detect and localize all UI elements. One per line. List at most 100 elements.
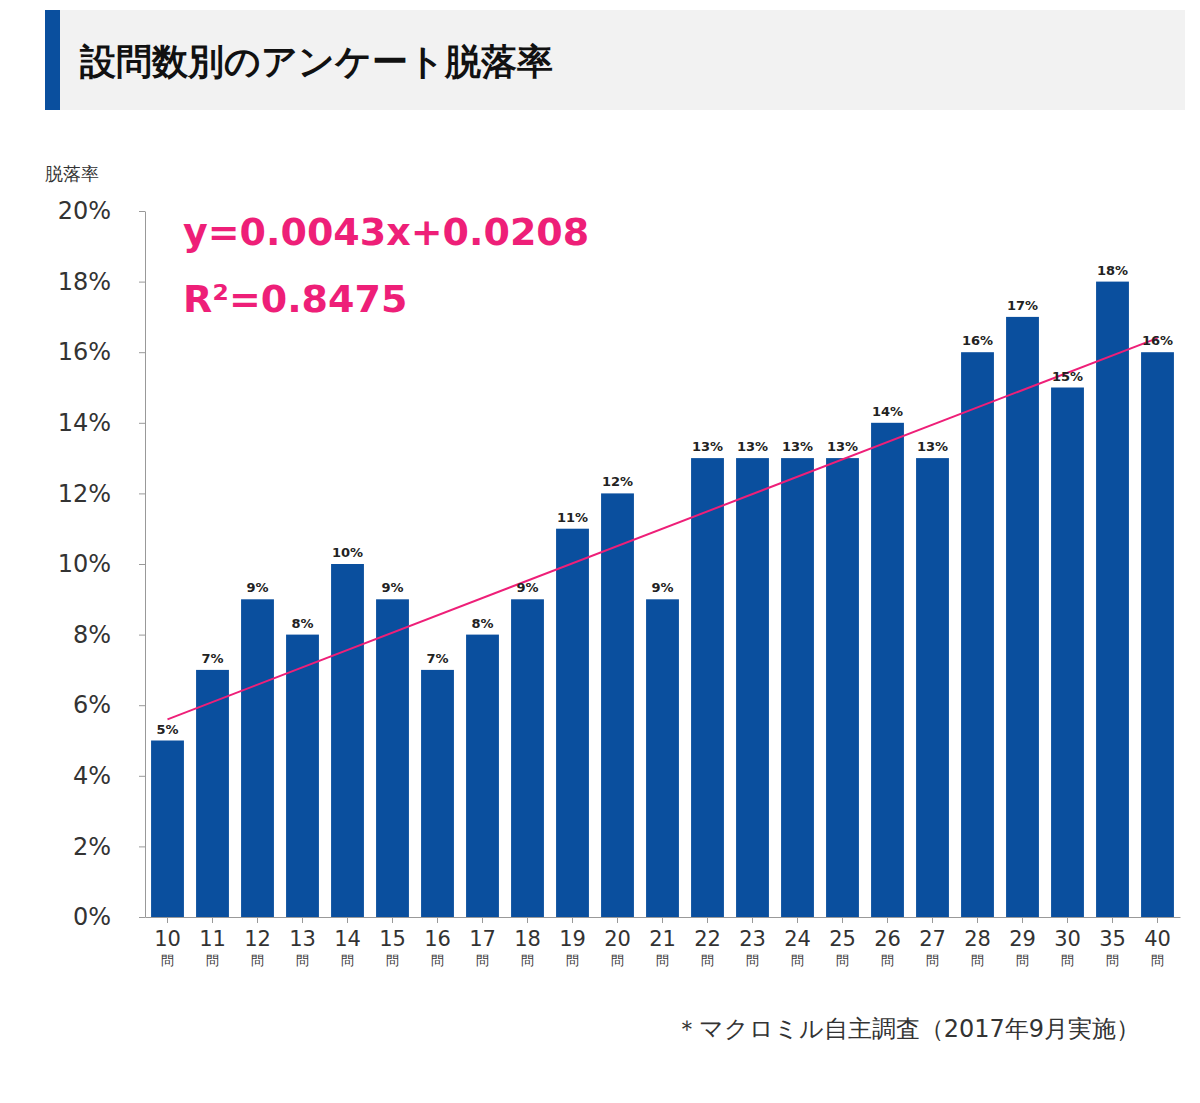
y-tick-mark [139,917,145,918]
bar [556,529,589,917]
data-label: 8% [471,616,493,631]
y-tick-label: 20% [58,197,111,225]
x-tick-mark [1112,917,1113,923]
data-label: 13% [827,439,858,454]
bar [1006,317,1039,917]
x-tick-label: 18問 [514,927,541,968]
x-tick-label: 29問 [1009,927,1036,968]
x-tick: 11問 [199,917,226,968]
x-axis: 10問11問12問13問14問15問16問17問18問19問20問21問22問2… [146,917,1181,968]
x-tick-mark [572,917,573,923]
x-tick: 19問 [559,917,586,968]
data-label: 12% [602,474,633,489]
x-tick: 22問 [694,917,721,968]
y-tick-mark [139,564,145,565]
x-tick-label: 30問 [1054,927,1081,968]
data-label: 13% [782,439,813,454]
chart-svg: 設問数別のアンケート脱落率脱落率0%2%4%6%8%10%12%14%16%18… [0,0,1200,1103]
bar [601,493,634,917]
y-tick-label: 18% [58,268,111,296]
x-tick-mark [437,917,438,923]
x-tick: 40問 [1144,917,1171,968]
x-tick: 16問 [424,917,451,968]
bar [691,458,724,917]
x-tick-mark [617,917,618,923]
data-label: 15% [1052,369,1083,384]
data-label: 16% [1142,333,1173,348]
plot-area [151,282,1174,917]
bar [1096,282,1129,917]
trend-line [168,338,1158,719]
x-tick-label: 22問 [694,927,721,968]
x-tick: 27問 [919,917,946,968]
chart-container: 設問数別のアンケート脱落率脱落率0%2%4%6%8%10%12%14%16%18… [0,0,1200,1103]
x-tick-mark [167,917,168,923]
data-label: 13% [737,439,768,454]
bar [286,635,319,917]
bar [781,458,814,917]
x-tick-mark [932,917,933,923]
x-tick-mark [212,917,213,923]
data-label: 11% [557,510,588,525]
x-tick: 30問 [1054,917,1081,968]
bar [916,458,949,917]
x-tick: 10問 [154,917,181,968]
x-tick-mark [1022,917,1023,923]
y-tick-label: 10% [58,550,111,578]
x-tick: 13問 [289,917,316,968]
data-label: 13% [692,439,723,454]
x-tick: 18問 [514,917,541,968]
data-label: 5% [156,722,178,737]
x-tick-mark [797,917,798,923]
y-tick-mark [139,493,145,494]
x-tick-mark [347,917,348,923]
y-tick-label: 14% [58,409,111,437]
y-tick-label: 2% [73,833,111,861]
y-tick: 20% [58,197,145,225]
x-tick-label: 12問 [244,927,271,968]
data-label: 14% [872,404,903,419]
bar [241,599,274,917]
y-tick-label: 8% [73,621,111,649]
y-tick: 18% [58,268,145,296]
y-axis-title: 脱落率 [45,163,99,184]
y-axis-line [145,212,146,918]
x-tick-label: 19問 [559,927,586,968]
chart-title: 設問数別のアンケート脱落率 [79,41,553,82]
bar [1141,352,1174,917]
data-label: 13% [917,439,948,454]
data-label: 18% [1097,263,1128,278]
y-tick-mark [139,423,145,424]
source-note: ＊マクロミル自主調査（2017年9月実施） [675,1015,1140,1043]
x-tick: 20問 [604,917,631,968]
x-tick-mark [392,917,393,923]
y-tick-label: 6% [73,691,111,719]
header-accent [45,10,60,110]
x-tick-label: 16問 [424,927,451,968]
x-tick-label: 11問 [199,927,226,968]
data-label: 16% [962,333,993,348]
y-tick-label: 4% [73,762,111,790]
bar [466,635,499,917]
x-tick-label: 20問 [604,927,631,968]
y-tick-mark [139,705,145,706]
y-tick-mark [139,776,145,777]
x-tick-label: 23問 [739,927,766,968]
x-tick-mark [887,917,888,923]
x-tick-label: 10問 [154,927,181,968]
bar [961,352,994,917]
y-tick-mark [139,282,145,283]
y-tick-mark [139,211,145,212]
x-tick-label: 35問 [1099,927,1126,968]
x-tick-label: 27問 [919,927,946,968]
x-tick: 28問 [964,917,991,968]
x-tick-mark [257,917,258,923]
bar [511,599,544,917]
bar [871,423,904,917]
bar [331,564,364,917]
data-label: 7% [201,651,223,666]
x-tick: 35問 [1099,917,1126,968]
bar [646,599,679,917]
data-label: 9% [381,580,403,595]
y-tick: 16% [58,338,145,366]
